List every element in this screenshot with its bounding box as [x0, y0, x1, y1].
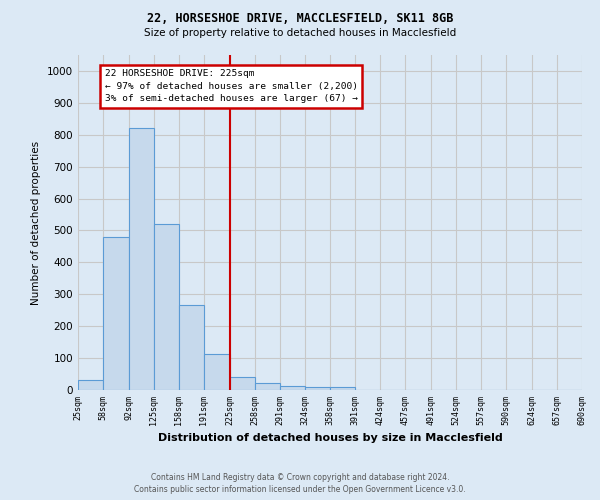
Bar [78, 380, 103, 390]
Bar [154, 224, 179, 390]
Text: 22 HORSESHOE DRIVE: 225sqm
← 97% of detached houses are smaller (2,200)
3% of se: 22 HORSESHOE DRIVE: 225sqm ← 97% of deta… [104, 70, 358, 103]
Bar [204, 354, 230, 390]
Bar [305, 388, 331, 390]
X-axis label: Distribution of detached houses by size in Macclesfield: Distribution of detached houses by size … [158, 433, 502, 443]
Bar [179, 306, 204, 390]
Bar [103, 237, 129, 390]
Text: Contains public sector information licensed under the Open Government Licence v3: Contains public sector information licen… [134, 485, 466, 494]
Y-axis label: Number of detached properties: Number of detached properties [31, 140, 41, 304]
Bar [254, 383, 280, 390]
Bar [230, 377, 254, 390]
Text: Size of property relative to detached houses in Macclesfield: Size of property relative to detached ho… [144, 28, 456, 38]
Text: Contains HM Land Registry data © Crown copyright and database right 2024.: Contains HM Land Registry data © Crown c… [151, 474, 449, 482]
Text: 22, HORSESHOE DRIVE, MACCLESFIELD, SK11 8GB: 22, HORSESHOE DRIVE, MACCLESFIELD, SK11 … [147, 12, 453, 26]
Bar [129, 128, 154, 390]
Bar [331, 388, 355, 390]
Bar [280, 386, 305, 390]
